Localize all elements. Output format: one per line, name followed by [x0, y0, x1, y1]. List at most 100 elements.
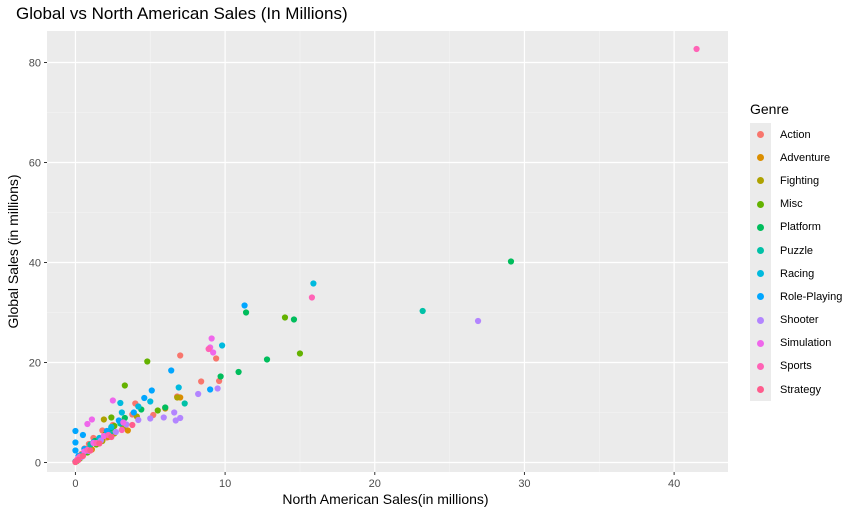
- legend: Genre Action Adventure Fighting Misc Platfor…: [750, 101, 842, 402]
- legend-key: [750, 378, 771, 402]
- data-point-simulation: [210, 349, 217, 356]
- legend-item-platform: Platform: [750, 215, 842, 239]
- legend-item-role-playing: Role-Playing: [750, 285, 842, 309]
- x-tick-label: 10: [219, 478, 231, 490]
- x-tick-label: 0: [72, 478, 78, 490]
- legend-item-racing: Racing: [750, 262, 842, 286]
- data-point-shooter: [112, 428, 119, 436]
- data-point-platform: [507, 258, 515, 265]
- legend-item-adventure: Adventure: [750, 146, 842, 170]
- data-point-misc: [296, 350, 304, 357]
- data-point-simulation: [208, 335, 215, 342]
- data-point-strategy: [96, 440, 103, 447]
- data-point-platform: [217, 373, 224, 380]
- legend-label: Adventure: [780, 151, 831, 164]
- legend-key: [750, 354, 771, 379]
- legend-item-misc: Misc: [750, 192, 842, 216]
- legend-swatch: [757, 223, 764, 231]
- data-point-sports: [308, 294, 316, 301]
- data-point-action: [177, 352, 184, 359]
- data-point-racing: [117, 399, 124, 407]
- legend-key: [750, 238, 771, 263]
- legend-swatch: [757, 246, 764, 254]
- data-point-action: [198, 378, 205, 385]
- legend-item-puzzle: Puzzle: [750, 238, 842, 263]
- x-tick-label: 40: [668, 478, 680, 490]
- legend-label: Sports: [780, 360, 812, 373]
- data-point-racing: [147, 398, 154, 405]
- chart-title: Global vs North American Sales (In Milli…: [16, 4, 348, 23]
- data-point-role-playing: [72, 427, 79, 435]
- data-point-shooter: [474, 317, 482, 325]
- legend-key: [750, 169, 771, 193]
- plot-panel: [47, 31, 728, 472]
- data-point-misc: [154, 407, 161, 414]
- legend-label: Fighting: [780, 174, 820, 187]
- data-point-puzzle: [181, 400, 188, 407]
- legend-swatch: [757, 293, 764, 301]
- data-point-misc: [281, 314, 289, 321]
- y-tick-label: 20: [29, 358, 41, 370]
- y-tick-label: 0: [35, 458, 41, 470]
- data-point-racing: [175, 384, 182, 391]
- legend-item-shooter: Shooter: [750, 308, 842, 332]
- legend-swatch: [757, 154, 764, 162]
- data-point-misc: [144, 358, 151, 365]
- data-point-misc: [121, 382, 128, 389]
- data-point-strategy: [87, 447, 94, 454]
- data-point-role-playing: [79, 431, 87, 439]
- legend-swatch: [757, 177, 764, 185]
- data-point-role-playing: [148, 387, 155, 394]
- legend-key: [750, 215, 771, 239]
- legend-label: Simulation: [780, 337, 832, 350]
- y-axis-title: Global Sales (in millions): [5, 174, 21, 328]
- data-point-role-playing: [72, 447, 79, 454]
- y-tick-label: 40: [29, 258, 41, 270]
- x-tick-label: 30: [518, 478, 530, 490]
- legend-item-fighting: Fighting: [750, 169, 842, 193]
- legend-key: [750, 192, 771, 216]
- data-point-simulation: [84, 420, 91, 428]
- data-point-sports: [205, 345, 212, 353]
- legend-label: Action: [780, 128, 811, 141]
- data-point-strategy: [79, 452, 87, 460]
- legend-item-sports: Sports: [750, 354, 842, 379]
- legend-key: [750, 146, 771, 170]
- legend-swatch: [757, 131, 764, 138]
- data-point-racing: [118, 409, 125, 416]
- data-point-strategy: [129, 421, 136, 429]
- legend-swatch: [757, 200, 764, 208]
- y-tick-label: 80: [29, 58, 41, 70]
- legend-label: Racing: [780, 267, 815, 280]
- legend-item-strategy: Strategy: [750, 378, 842, 402]
- data-point-action: [213, 355, 220, 362]
- data-point-simulation: [120, 419, 127, 426]
- legend-label: Puzzle: [780, 244, 814, 257]
- data-point-sports: [118, 426, 125, 434]
- data-point-role-playing: [130, 409, 137, 416]
- legend-title: Genre: [750, 101, 789, 117]
- data-point-shooter: [147, 415, 154, 422]
- data-point-platform: [162, 404, 169, 411]
- data-point-strategy: [108, 433, 115, 441]
- legend-swatch: [757, 270, 764, 278]
- data-point-role-playing: [141, 394, 148, 402]
- legend-key: [750, 262, 771, 286]
- legend-label: Shooter: [780, 314, 819, 327]
- legend-item-simulation: Simulation: [750, 331, 842, 355]
- data-point-shooter: [172, 417, 179, 424]
- data-point-shooter: [195, 390, 202, 398]
- legend-swatch: [757, 386, 764, 394]
- data-point-racing: [108, 423, 115, 431]
- legend-key: [750, 308, 771, 332]
- data-point-shooter: [214, 385, 221, 392]
- data-point-platform: [263, 356, 271, 363]
- data-point-racing: [135, 403, 142, 410]
- legend-label: Platform: [780, 221, 821, 234]
- data-point-racing: [219, 342, 226, 349]
- legend-key: [750, 285, 771, 309]
- data-point-role-playing: [72, 439, 79, 446]
- data-point-role-playing: [207, 386, 214, 393]
- data-point-racing: [310, 280, 317, 287]
